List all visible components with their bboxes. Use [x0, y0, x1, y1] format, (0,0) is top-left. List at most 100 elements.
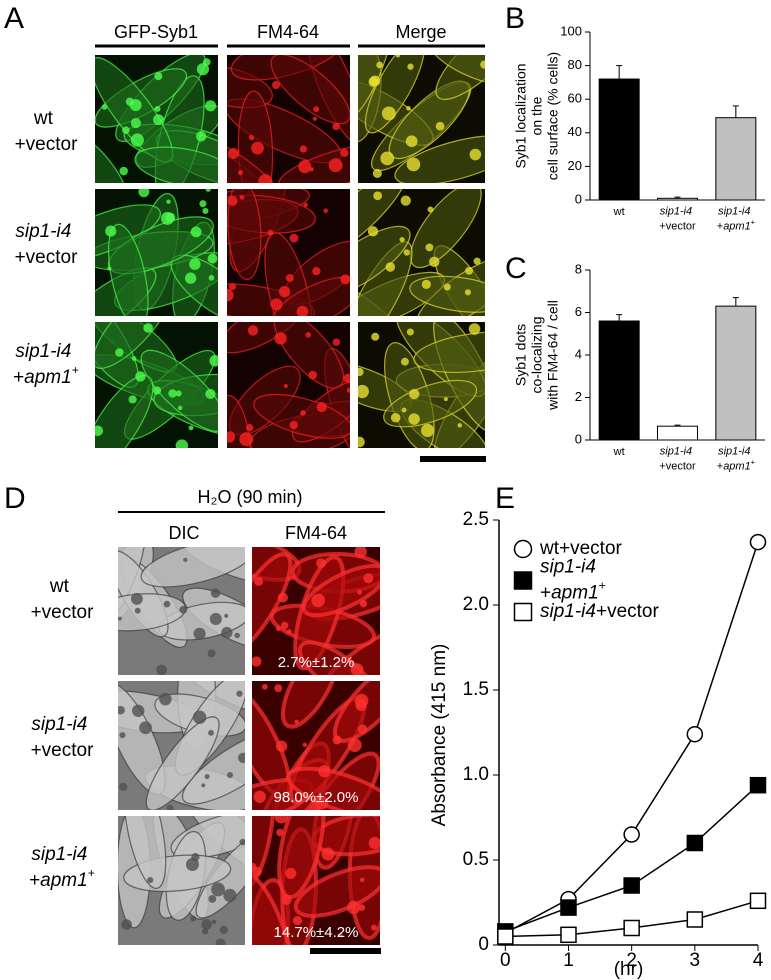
- vesicle: [152, 386, 162, 395]
- vesicle: [247, 325, 259, 336]
- y-axis-label: Absorbance (415 nm): [429, 644, 450, 827]
- legend-label: wt+vector: [539, 538, 623, 559]
- bar: [598, 78, 640, 201]
- cell: [140, 547, 245, 588]
- cell: [383, 379, 478, 428]
- marker: [560, 899, 577, 916]
- y-tick-label: 80: [568, 57, 582, 72]
- vesicle: [179, 605, 188, 614]
- vesicle: [373, 191, 383, 201]
- x-tick-label: 0: [500, 950, 511, 971]
- vesicle: [381, 106, 396, 121]
- vesicle: [289, 233, 299, 243]
- vesicle: [119, 166, 128, 176]
- vesicle: [128, 395, 137, 404]
- panel-header: H₂O (90 min): [197, 487, 302, 507]
- marker: [749, 892, 767, 910]
- vesicle: [234, 632, 240, 639]
- cell: [364, 55, 425, 134]
- vesicle: [421, 279, 431, 289]
- vesicle: [252, 656, 262, 667]
- x-tick-label: 3: [690, 950, 701, 971]
- vesicle: [406, 328, 414, 336]
- vesicle: [196, 63, 210, 76]
- vesicle: [312, 116, 317, 121]
- series-line: [505, 784, 759, 933]
- vesicle: [189, 258, 201, 270]
- vesicle: [183, 557, 188, 563]
- column-header: GFP-Syb1: [114, 22, 198, 42]
- vesicle: [188, 425, 194, 431]
- vesicle: [107, 266, 112, 271]
- vesicle: [190, 915, 197, 922]
- vesicle: [308, 370, 318, 380]
- vesicle: [427, 206, 434, 213]
- percentage-label: 2.7%±1.2%: [278, 654, 355, 671]
- row-label: wt +vector: [31, 576, 95, 623]
- vesicle: [322, 663, 327, 668]
- vesicle: [251, 141, 264, 155]
- cell: [297, 640, 378, 675]
- micrograph: [358, 189, 485, 316]
- cell: [409, 275, 485, 313]
- vesicle: [318, 765, 331, 778]
- vesicle: [275, 626, 281, 632]
- x-tick-label: 4: [753, 950, 764, 971]
- vesicle: [332, 122, 340, 131]
- marker: [749, 533, 767, 551]
- micrograph: [95, 55, 218, 183]
- percentage-label: 14.7%±4.2%: [274, 924, 359, 941]
- micrograph: [95, 189, 218, 316]
- y-axis-label: cell surface (% cells): [545, 52, 561, 180]
- vesicle: [131, 356, 137, 361]
- vesicle: [270, 298, 283, 311]
- vesicle: [205, 388, 216, 400]
- vesicle: [403, 249, 410, 256]
- micrograph: [252, 681, 380, 810]
- vesicle: [101, 104, 108, 110]
- vesicle: [209, 355, 218, 367]
- vesicle: [480, 60, 485, 69]
- vesicle: [338, 933, 343, 938]
- vesicle: [285, 274, 294, 282]
- marker: [497, 928, 514, 945]
- y-tick-label: 2.0: [463, 594, 489, 615]
- vesicle: [228, 282, 237, 291]
- cell: [95, 131, 130, 183]
- vesicle: [405, 135, 418, 148]
- vesicle: [346, 387, 350, 393]
- cell: [95, 322, 173, 369]
- vesicle: [274, 684, 283, 693]
- y-tick-label: 0: [478, 934, 489, 955]
- marker: [623, 877, 640, 894]
- vesicle: [328, 158, 343, 173]
- vesicle: [221, 626, 233, 639]
- vesicle: [407, 63, 414, 70]
- cell: [358, 189, 408, 256]
- panel-label: A: [4, 2, 24, 35]
- vesicle: [115, 348, 124, 357]
- vesicle: [347, 738, 362, 753]
- vesicle: [202, 928, 209, 935]
- vesicle: [132, 704, 145, 717]
- vesicle: [195, 131, 207, 142]
- cell: [145, 716, 220, 810]
- panel-label: D: [4, 482, 26, 515]
- cell: [134, 146, 218, 183]
- legend-marker: [513, 602, 533, 622]
- micrograph: [227, 189, 350, 316]
- vesicle: [298, 160, 312, 174]
- y-axis-label: co-localizing: [529, 316, 545, 393]
- vesicle: [207, 649, 216, 658]
- vesicle: [277, 592, 288, 603]
- marker: [560, 926, 577, 944]
- vesicle: [300, 410, 306, 416]
- vesicle: [359, 877, 365, 883]
- vesicle: [443, 397, 448, 402]
- x-tick-label: wt: [613, 206, 625, 218]
- row-label: sip1-i4 +apm1+: [29, 844, 95, 891]
- vesicle: [118, 705, 125, 715]
- vesicle: [254, 576, 264, 586]
- legend-marker: [513, 539, 533, 559]
- micrograph: [227, 55, 350, 183]
